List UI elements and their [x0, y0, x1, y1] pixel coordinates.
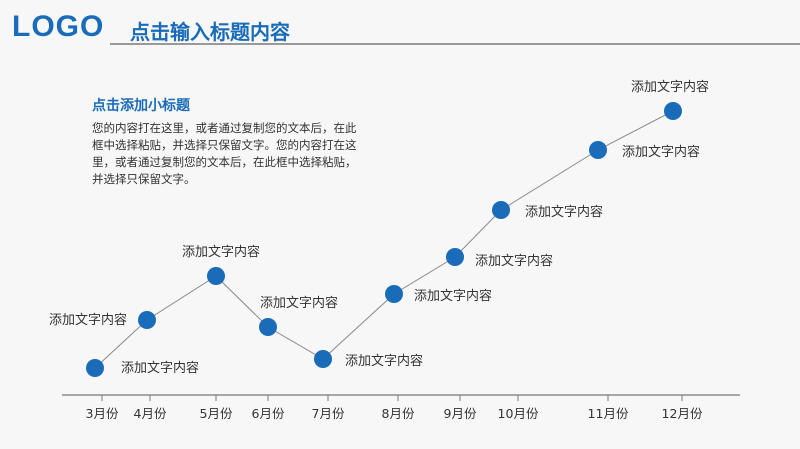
data-point: [446, 248, 464, 266]
x-tick-label: 7月份: [312, 406, 345, 421]
data-point-label[interactable]: 添加文字内容: [345, 353, 423, 369]
x-tick-label: 12月份: [662, 406, 703, 421]
data-point-label[interactable]: 添加文字内容: [622, 144, 700, 160]
series-line: [94, 110, 674, 369]
x-tick-label: 3月份: [86, 406, 119, 421]
body-text[interactable]: 您的内容打在这里，或者通过复制您的文本后，在此框中选择粘贴，并选择只保留文字。您…: [92, 121, 357, 186]
data-point-label[interactable]: 添加文字内容: [121, 360, 199, 376]
data-point: [664, 102, 682, 120]
data-point: [385, 285, 403, 303]
data-point: [86, 359, 104, 377]
data-point-label[interactable]: 添加文字内容: [414, 288, 492, 304]
header: LOGO 点击输入标题内容: [0, 0, 800, 50]
x-tick-label: 11月份: [588, 406, 629, 421]
logo: LOGO: [12, 10, 105, 43]
data-point-label[interactable]: 添加文字内容: [260, 295, 338, 311]
data-point: [492, 201, 510, 219]
x-tick-label: 10月份: [498, 406, 539, 421]
data-point: [207, 267, 225, 285]
data-point-label[interactable]: 添加文字内容: [631, 79, 709, 95]
data-point: [589, 141, 607, 159]
data-point-label[interactable]: 添加文字内容: [49, 312, 127, 328]
x-tick-label: 6月份: [252, 406, 285, 421]
x-tick-label: 9月份: [444, 406, 477, 421]
header-divider: [110, 43, 800, 45]
page-title[interactable]: 点击输入标题内容: [130, 20, 290, 44]
x-tick-label: 8月份: [382, 406, 415, 421]
data-point-label[interactable]: 添加文字内容: [525, 204, 603, 220]
x-tick-label: 5月份: [200, 406, 233, 421]
data-point-label[interactable]: 添加文字内容: [182, 244, 260, 260]
data-point-label[interactable]: 添加文字内容: [475, 253, 553, 269]
data-point: [138, 311, 156, 329]
data-point: [259, 318, 277, 336]
x-tick-label: 4月份: [134, 406, 167, 421]
data-point: [314, 350, 332, 368]
section-subtitle[interactable]: 点击添加小标题: [92, 98, 190, 114]
